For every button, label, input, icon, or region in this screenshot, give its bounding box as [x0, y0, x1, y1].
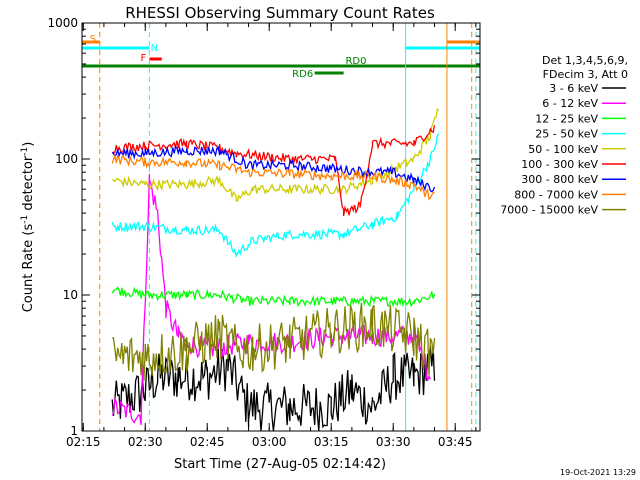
legend-label-0: 3 - 6 keV	[549, 82, 598, 95]
x-tick-label-3: 03:00	[252, 435, 287, 449]
legend-label-8: 7000 - 15000 keV	[500, 204, 598, 217]
flag-label-2: F	[140, 53, 146, 64]
series-line-7	[111, 153, 435, 201]
legend-label-2: 12 - 25 keV	[535, 112, 598, 125]
legend-label-7: 800 - 7000 keV	[514, 188, 598, 201]
flag-label-4: RD6	[292, 69, 313, 80]
legend-header-line-2: FDecim 3, Att 0	[543, 68, 628, 81]
series-line-4	[112, 108, 440, 202]
y-axis-label: Count Rate (s-1 detector-1)	[20, 142, 36, 313]
legend-label-6: 300 - 800 keV	[521, 173, 598, 186]
y-tick-label-1: 10	[63, 288, 78, 302]
series-7	[111, 153, 435, 201]
legend-label-3: 25 - 50 keV	[535, 128, 598, 141]
x-tick-label-1: 02:30	[128, 435, 163, 449]
x-tick-label-0: 02:15	[66, 435, 101, 449]
series-2	[111, 286, 436, 308]
x-tick-label-4: 03:15	[314, 435, 349, 449]
series-3	[111, 133, 440, 258]
series-line-2	[111, 286, 436, 308]
legend-label-5: 100 - 300 keV	[521, 158, 598, 171]
y-tick-label-2: 100	[55, 152, 78, 166]
y-tick-label-3: 1000	[47, 16, 78, 30]
flag-label-1: N	[151, 43, 158, 54]
series-5	[112, 125, 436, 217]
plot-frame	[81, 22, 481, 432]
series-6	[111, 145, 436, 193]
y-tick-label-0: 1	[70, 424, 78, 438]
series-8	[112, 302, 436, 381]
y-axis: 1 10 100 1000	[47, 16, 480, 438]
y-label-sup-1: -1	[20, 215, 30, 224]
y-label-part-3: )	[21, 142, 36, 147]
chart-title: RHESSI Observing Summary Count Rates	[125, 4, 435, 22]
legend: Det 1,3,4,5,6,9, FDecim 3, Att 0 3 - 6 k…	[500, 54, 628, 217]
y-label-part-1: Count Rate (s	[21, 224, 36, 313]
series-line-3	[111, 133, 440, 258]
x-tick-label-2: 02:45	[190, 435, 225, 449]
series-4	[112, 108, 440, 202]
series-lines	[111, 108, 440, 432]
x-axis-label: Start Time (27-Aug-05 02:14:42)	[174, 457, 386, 472]
y-label-sup-2: -1	[20, 147, 30, 156]
y-label-part-2: detector	[21, 155, 36, 215]
series-line-8	[112, 302, 436, 381]
x-tick-label-5: 03:30	[376, 435, 411, 449]
flag-label-3: RD0	[345, 56, 366, 67]
flag-label-0: S	[90, 34, 96, 45]
legend-label-4: 50 - 100 keV	[528, 143, 598, 156]
series-line-5	[112, 125, 436, 217]
x-axis: 02:15 02:30 02:45 03:00 03:15 03:30 03:45	[66, 23, 477, 449]
footer-timestamp: 19-Oct-2021 13:29	[560, 468, 636, 477]
legend-label-1: 6 - 12 keV	[542, 97, 598, 110]
instrument-flags: S NF RD0 RD6	[82, 34, 480, 80]
legend-header-line-1: Det 1,3,4,5,6,9,	[542, 54, 628, 67]
series-line-6	[111, 145, 436, 193]
x-tick-label-6: 03:45	[438, 435, 473, 449]
